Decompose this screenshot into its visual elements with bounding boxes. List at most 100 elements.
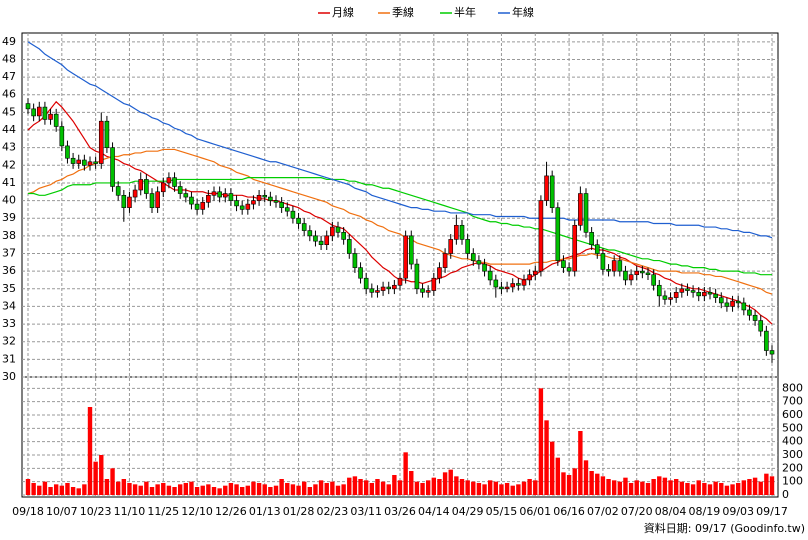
y-tick-label: 43 [2,141,16,154]
candle-body [369,288,375,293]
y-tick-label: 45 [2,105,16,118]
candle-body [606,269,611,272]
y-tick-label: 31 [2,352,16,365]
candle-body [48,113,53,120]
volume-bar [696,480,701,495]
volume-bar [606,479,611,495]
y-tick-label: 48 [2,52,16,65]
candle-body [251,200,256,205]
x-tick-label: 04/29 [452,505,484,518]
candle-body [104,120,110,148]
volume-bar [685,483,690,495]
volume-bar [640,481,645,495]
candle-body [561,260,566,268]
candle-body [493,279,499,288]
volume-bar [183,483,189,495]
volume-bar [527,479,532,495]
candle-body [510,283,516,288]
candle-body [279,202,284,208]
volume-bar [239,487,245,495]
y-tick-label: 40 [2,194,16,207]
volume-bar [369,483,375,495]
candle-body [718,297,724,304]
candle-body [679,288,685,293]
volume-bar [504,483,510,495]
volume-bar [482,484,487,495]
candle-body [583,193,589,233]
candle-body [284,207,290,212]
candle-body [65,145,70,159]
x-tick-label: 06/16 [553,505,585,518]
candle-body [211,191,217,196]
candle-body [578,193,583,226]
volume-bar [617,481,623,495]
volume-bar [144,481,149,495]
candle-body [206,194,211,203]
candle-body [144,179,149,194]
volume-bar [403,452,408,495]
y-tick-label: 36 [2,264,16,277]
volume-bar [583,460,589,495]
y-tick-label: 38 [2,229,16,242]
x-tick-label: 04/14 [418,505,450,518]
legend-label: 月線 [332,5,354,19]
candle-body [702,292,707,297]
candle-body [358,267,363,279]
x-tick-label: 07/02 [587,505,619,518]
volume-bar [442,472,448,495]
volume-bar [651,479,656,495]
y-tick-label: 33 [2,317,16,330]
volume-bar [702,483,707,495]
candle-body [228,193,234,201]
candle-body [31,108,36,117]
candle-body [685,288,690,291]
volume-bar [719,483,724,495]
x-tick-label: 10/07 [46,505,78,518]
volume-bar [42,481,48,495]
candle-body [121,194,127,208]
x-tick-label: 03/26 [384,505,416,518]
candle-body [25,103,31,110]
candle-body [330,226,335,237]
volume-bar [177,484,183,495]
candle-body [516,283,521,286]
candle-body [668,297,673,300]
x-tick-label: 03/11 [350,505,382,518]
volume-bar [747,479,752,495]
y-tick-label: 39 [2,211,16,224]
volume-bar [724,485,730,495]
candle-body [256,194,262,201]
candle-body [110,147,115,187]
candle-body [741,302,747,311]
volume-bar [296,485,301,495]
candle-body [341,232,346,240]
x-tick-label: 08/19 [689,505,721,518]
volume-bar [318,480,324,495]
volume-bar [234,484,239,495]
candle-body [239,205,245,210]
candle-body [425,290,431,293]
volume-bar [409,471,414,495]
x-tick-label: 10/23 [80,505,112,518]
candle-body [482,263,487,272]
legend-label: 半年 [454,5,476,19]
x-tick-label: 08/04 [655,505,687,518]
volume-bar [172,487,177,495]
candle-body [549,175,555,208]
volume-bar [634,480,639,495]
candle-body [628,274,634,281]
volume-bar [104,479,110,495]
volume-bar [769,476,775,495]
volume-bar [358,479,363,495]
candle-body [634,270,640,275]
volume-bar [673,479,679,495]
candle-body [651,274,656,286]
volume-bar [48,487,53,495]
candle-body [459,224,465,240]
legend-label: 年線 [512,5,534,19]
x-tick-label: 05/15 [486,505,518,518]
candle-body [194,203,200,210]
volume-bar [273,485,279,495]
candle-body [442,253,448,268]
